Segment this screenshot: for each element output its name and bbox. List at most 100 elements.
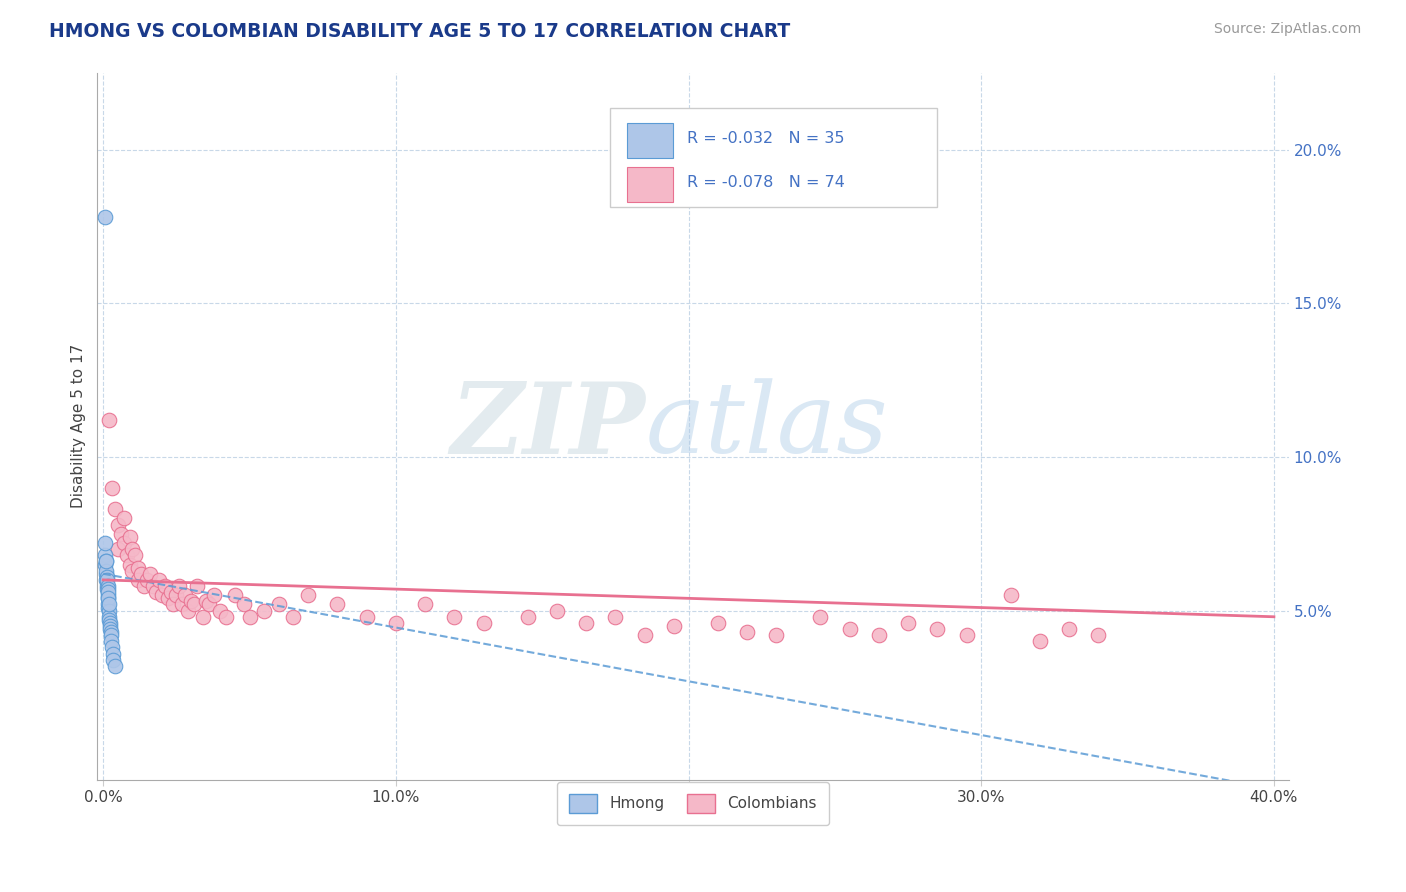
- Point: [443, 609, 465, 624]
- Point: [94, 554, 117, 568]
- Point: [94, 564, 117, 578]
- Point: [194, 594, 217, 608]
- Point: [94, 573, 117, 587]
- Point: [546, 604, 568, 618]
- Point: [96, 570, 118, 584]
- Point: [97, 579, 120, 593]
- Point: [197, 598, 219, 612]
- Point: [174, 588, 197, 602]
- Point: [97, 585, 120, 599]
- Point: [1057, 622, 1080, 636]
- Point: [150, 588, 173, 602]
- Y-axis label: Disability Age 5 to 17: Disability Age 5 to 17: [72, 344, 86, 508]
- Point: [96, 582, 118, 596]
- Point: [110, 526, 132, 541]
- Point: [107, 542, 129, 557]
- Point: [413, 598, 436, 612]
- Point: [472, 615, 495, 630]
- Point: [605, 609, 627, 624]
- Point: [97, 588, 120, 602]
- Point: [97, 591, 120, 606]
- Point: [516, 609, 538, 624]
- Point: [209, 604, 232, 618]
- Point: [104, 502, 127, 516]
- Point: [153, 579, 176, 593]
- Point: [707, 615, 730, 630]
- Point: [927, 622, 949, 636]
- Point: [118, 558, 141, 572]
- Point: [98, 613, 121, 627]
- Text: R = -0.032   N = 35: R = -0.032 N = 35: [688, 131, 845, 146]
- Point: [159, 585, 181, 599]
- Point: [136, 573, 159, 587]
- Point: [100, 634, 122, 648]
- Point: [97, 598, 120, 612]
- Bar: [627, 167, 672, 202]
- Point: [177, 604, 200, 618]
- Point: [97, 600, 120, 615]
- Point: [98, 413, 121, 427]
- Text: Source: ZipAtlas.com: Source: ZipAtlas.com: [1213, 22, 1361, 37]
- Point: [134, 579, 156, 593]
- Point: [897, 615, 920, 630]
- Point: [283, 609, 305, 624]
- Point: [94, 549, 117, 563]
- Point: [94, 566, 117, 581]
- Point: [139, 566, 162, 581]
- Point: [186, 579, 208, 593]
- Legend: Hmong, Colombians: Hmong, Colombians: [557, 782, 828, 825]
- Point: [101, 640, 124, 655]
- Point: [127, 560, 149, 574]
- Point: [224, 588, 246, 602]
- Point: [1087, 628, 1109, 642]
- Point: [93, 211, 115, 225]
- Point: [232, 598, 254, 612]
- Point: [868, 628, 890, 642]
- FancyBboxPatch shape: [610, 108, 938, 207]
- Point: [204, 588, 226, 602]
- Point: [169, 579, 191, 593]
- Point: [838, 622, 860, 636]
- Text: HMONG VS COLOMBIAN DISABILITY AGE 5 TO 17 CORRELATION CHART: HMONG VS COLOMBIAN DISABILITY AGE 5 TO 1…: [49, 22, 790, 41]
- Point: [765, 628, 787, 642]
- Point: [98, 619, 121, 633]
- Point: [267, 598, 290, 612]
- Point: [1000, 588, 1022, 602]
- Point: [98, 622, 121, 636]
- Text: ZIP: ZIP: [450, 378, 645, 475]
- Point: [385, 615, 408, 630]
- Point: [180, 594, 202, 608]
- Point: [634, 628, 657, 642]
- Point: [215, 609, 238, 624]
- Point: [124, 549, 146, 563]
- Point: [101, 647, 124, 661]
- Point: [129, 566, 152, 581]
- Point: [121, 564, 143, 578]
- Point: [735, 625, 758, 640]
- Point: [97, 591, 120, 606]
- Point: [121, 542, 143, 557]
- Point: [104, 659, 127, 673]
- Text: R = -0.078   N = 74: R = -0.078 N = 74: [688, 175, 845, 190]
- Point: [297, 588, 319, 602]
- Point: [127, 573, 149, 587]
- Point: [112, 511, 135, 525]
- Point: [97, 582, 120, 596]
- Point: [172, 598, 194, 612]
- Point: [98, 615, 121, 630]
- Point: [156, 591, 179, 606]
- Point: [183, 598, 205, 612]
- Text: atlas: atlas: [645, 378, 889, 474]
- Point: [98, 609, 121, 624]
- Point: [118, 530, 141, 544]
- Point: [112, 536, 135, 550]
- Point: [148, 573, 170, 587]
- Point: [238, 609, 260, 624]
- Point: [356, 609, 378, 624]
- Point: [96, 573, 118, 587]
- Point: [100, 625, 122, 640]
- Point: [145, 585, 167, 599]
- Point: [1029, 634, 1052, 648]
- Point: [94, 554, 117, 568]
- Point: [808, 609, 831, 624]
